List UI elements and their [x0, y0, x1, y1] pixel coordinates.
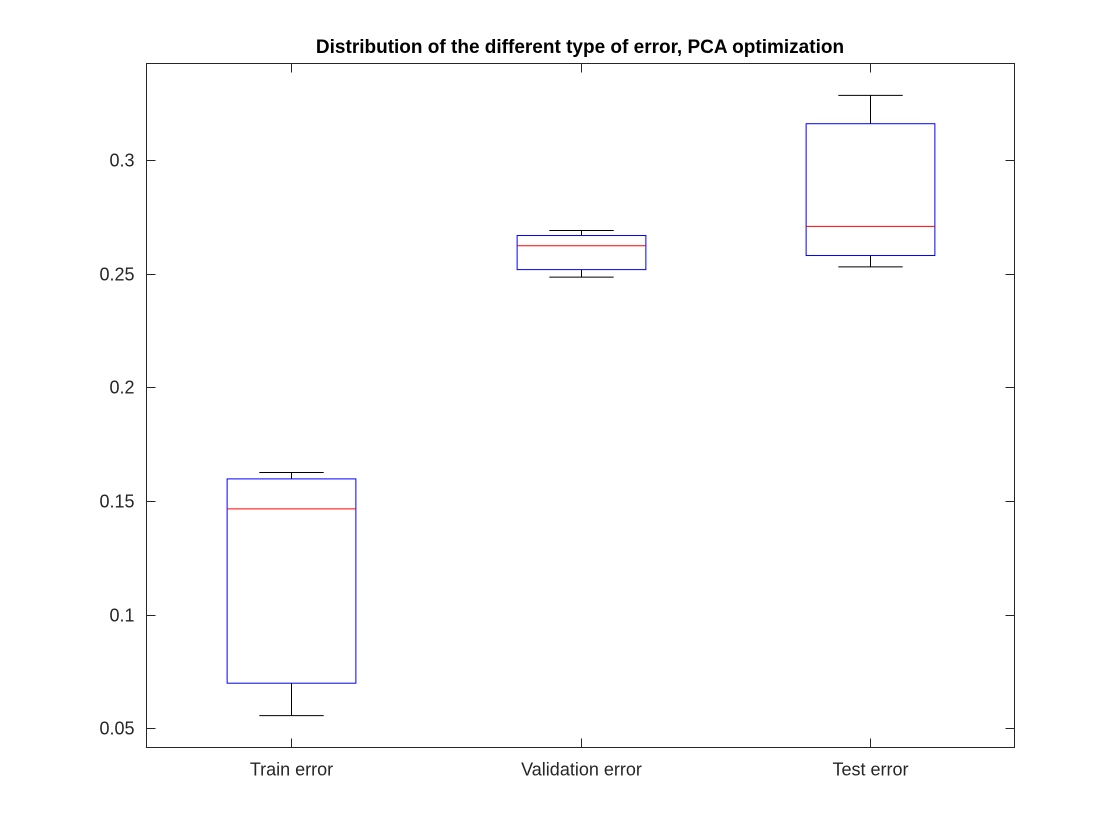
box-iqr [516, 235, 647, 271]
x-tick-label: Test error [832, 760, 908, 780]
box-iqr [226, 478, 357, 684]
x-tick-label: Train error [250, 760, 333, 780]
y-tick-label: 0.15 [99, 492, 134, 512]
chart-title: Distribution of the different type of er… [316, 37, 844, 58]
axes-frame [146, 63, 1015, 748]
x-tick-label: Validation error [521, 760, 642, 780]
y-tick-label: 0.05 [99, 719, 134, 739]
y-tick-label: 0.25 [99, 265, 134, 285]
y-tick-label: 0.2 [109, 378, 134, 398]
y-tick-label: 0.1 [109, 606, 134, 626]
plot-area: 0.05 0.1 0.15 0.2 0.25 0.3 Train error Validati… [99, 63, 1015, 780]
y-tick-label: 0.3 [109, 151, 134, 171]
box-iqr [805, 123, 936, 257]
